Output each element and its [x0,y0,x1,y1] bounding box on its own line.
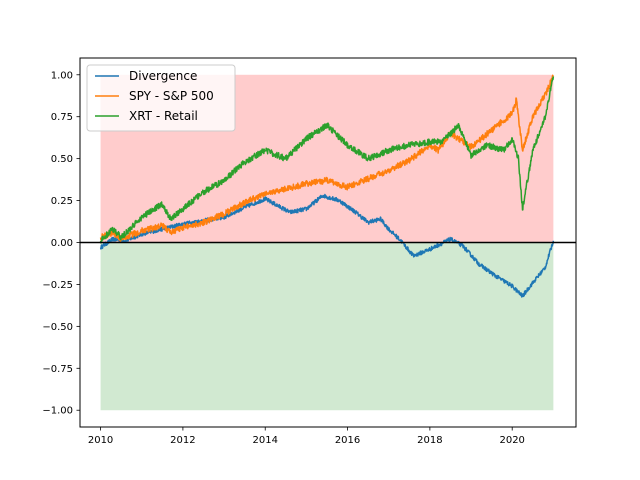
y-tick-label: −0.50 [42,322,73,333]
x-tick-label: 2010 [88,435,113,446]
y-tick-label: −0.25 [42,280,73,291]
legend: Divergence SPY - S&P 500 XRT - Retail [86,64,236,132]
x-tick-label: 2020 [499,435,524,446]
x-tick-label: 2018 [417,435,442,446]
legend-label: SPY - S&P 500 [129,89,214,103]
y-tick-label: −1.00 [42,406,73,417]
y-tick-label: 0.25 [51,196,73,207]
series-line-xrt-retail [99,76,555,244]
y-tick-label: 1.00 [51,70,73,81]
legend-label: Divergence [129,69,197,83]
x-tick-label: 2012 [170,435,195,446]
negative-region [100,242,554,411]
legend-frame [86,64,236,132]
series-lines [99,74,555,298]
x-axis-ticks: 2010 2012 2014 2016 2018 2020 [88,427,525,446]
y-tick-label: 0.00 [51,238,73,249]
legend-label: XRT - Retail [129,109,198,123]
y-axis-ticks: −1.00 −0.75 −0.50 −0.25 0.00 0.25 0.50 0.75 1.00 [42,70,80,417]
x-tick-label: 2014 [253,435,278,446]
y-tick-label: 0.75 [51,112,73,123]
y-tick-label: 0.50 [51,154,73,165]
y-tick-label: −0.75 [42,364,73,375]
x-tick-label: 2016 [335,435,360,446]
series-line-spy-s-p-500 [99,74,554,243]
series-line-divergence [99,193,555,298]
